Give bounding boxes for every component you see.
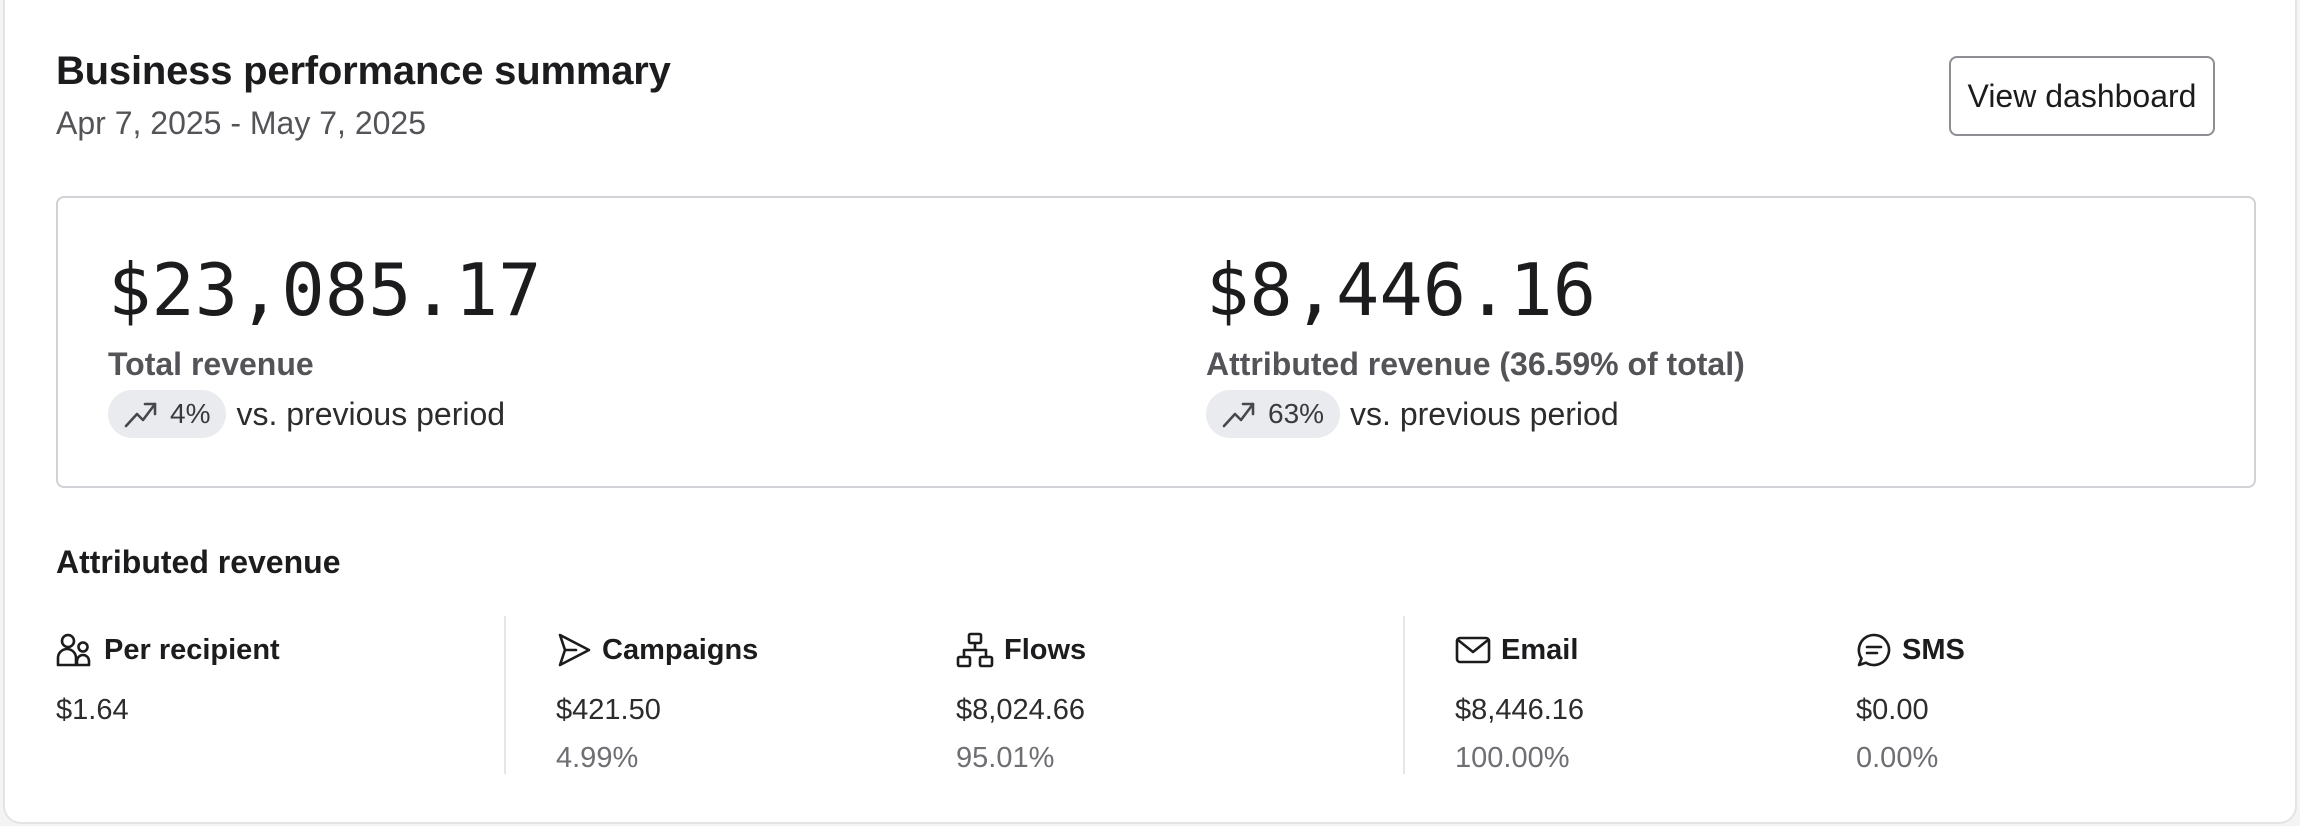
stat-per-recipient: Per recipient $1.64 — [56, 630, 280, 727]
attributed-revenue-value: $8,446.16 — [1206, 248, 1597, 332]
attributed-revenue-trend: 63% vs. previous period — [1206, 390, 1619, 438]
stat-percent: 0.00% — [1856, 742, 1939, 774]
stat-value: $1.64 — [56, 694, 129, 726]
trend-text: vs. previous period — [236, 395, 506, 432]
mail-icon — [1455, 636, 1491, 664]
divider — [1403, 616, 1405, 774]
trend-text: vs. previous period — [1350, 395, 1619, 432]
total-revenue-label: Total revenue — [108, 346, 314, 382]
chat-icon — [1857, 633, 1891, 667]
stat-label: Campaigns — [602, 633, 759, 666]
stat-value: $421.50 — [556, 694, 661, 726]
stat-label: Email — [1501, 633, 1579, 666]
attributed-revenue-label: Attributed revenue (36.59% of total) — [1206, 346, 1745, 382]
trend-badge: 4% — [108, 390, 227, 438]
stat-flows: Flows $8,024.66 95.01% — [956, 630, 1087, 774]
page-title: Business performance summary — [56, 49, 671, 93]
view-dashboard-button[interactable]: View dashboard — [1949, 56, 2215, 136]
stat-label: Per recipient — [104, 633, 280, 666]
trend-percent: 63% — [1268, 398, 1325, 429]
stat-value: $8,024.66 — [956, 694, 1086, 726]
stat-value: $8,446.16 — [1455, 694, 1585, 726]
trend-percent: 4% — [170, 398, 211, 429]
revenue-summary-box: $23,085.17 Total revenue 4% vs. previous… — [56, 196, 2256, 488]
stat-sms: SMS $0.00 0.00% — [1856, 630, 1965, 775]
send-icon — [558, 633, 591, 667]
stat-label: SMS — [1902, 633, 1965, 666]
flow-icon — [956, 632, 994, 668]
trending-up-icon — [124, 402, 157, 428]
attributed-section-title: Attributed revenue — [56, 544, 341, 580]
total-revenue-trend: 4% vs. previous period — [108, 390, 505, 438]
trend-badge: 63% — [1206, 390, 1341, 438]
stat-campaigns: Campaigns $421.50 4.99% — [556, 630, 759, 775]
users-icon — [56, 633, 91, 667]
stat-percent: 100.00% — [1455, 742, 1570, 774]
total-revenue-value: $23,085.17 — [108, 248, 542, 332]
trending-up-icon — [1222, 402, 1255, 428]
divider — [504, 616, 506, 774]
stat-value: $0.00 — [1856, 694, 1929, 726]
stat-percent: 95.01% — [956, 742, 1055, 774]
stat-label: Flows — [1004, 633, 1087, 666]
stat-percent: 4.99% — [556, 742, 639, 774]
date-range: Apr 7, 2025 - May 7, 2025 — [56, 105, 426, 141]
stat-email: Email $8,446.16 100.00% — [1455, 630, 1584, 775]
performance-summary-card: Business performance summary Apr 7, 2025… — [3, 0, 2297, 824]
